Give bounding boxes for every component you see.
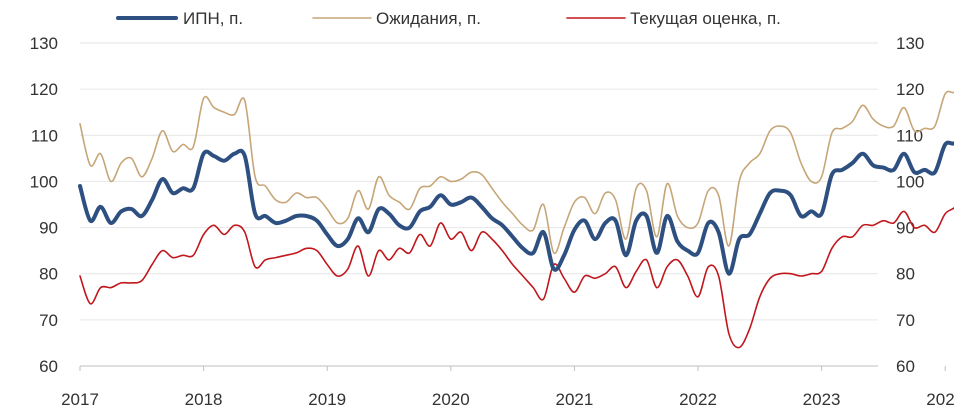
x-tick-label: 2021 xyxy=(555,390,593,409)
legend: ИПН, п. Ожидания, п. Текущая оценка, п. xyxy=(116,9,781,28)
gridlines xyxy=(80,42,878,321)
legend-item-current: Текущая оценка, п. xyxy=(566,9,781,28)
y-tick-label-left: 130 xyxy=(30,34,58,53)
y-tick-label-left: 120 xyxy=(30,80,58,99)
legend-label: Ожидания, п. xyxy=(376,9,481,28)
y-tick-label-left: 60 xyxy=(39,357,58,376)
y-tick-label-right: 60 xyxy=(896,357,915,376)
axes: 60 60 70 70 80 80 90 90 100 100 110 110 120 120 130 130… xyxy=(30,34,954,409)
y-tick-label-left: 90 xyxy=(39,219,58,238)
y-tick-label-left: 100 xyxy=(30,172,58,191)
x-tick-label: 2024 xyxy=(926,390,954,409)
x-tick-label: 2018 xyxy=(185,390,223,409)
y-tick-label-left: 70 xyxy=(39,311,58,330)
series-ipn-line xyxy=(78,140,954,276)
y-tick-label-right: 110 xyxy=(896,126,923,145)
x-tick-label: 2020 xyxy=(432,390,470,409)
legend-item-ipn: ИПН, п. xyxy=(116,9,243,28)
legend-label: Текущая оценка, п. xyxy=(630,9,781,28)
legend-item-expectations: Ожидания, п. xyxy=(312,9,481,28)
series-expectations-line xyxy=(79,90,954,255)
y-tick-label-right: 120 xyxy=(896,80,924,99)
y-tick-label-right: 130 xyxy=(896,34,924,53)
y-tick-label-right: 100 xyxy=(896,172,924,191)
legend-label: ИПН, п. xyxy=(183,9,243,28)
y-tick-label-right: 80 xyxy=(896,265,915,284)
y-tick-label-left: 110 xyxy=(31,126,58,145)
series-current-line xyxy=(79,207,954,349)
y-tick-label-right: 70 xyxy=(896,311,915,330)
series-lines xyxy=(78,90,954,349)
x-tick-label: 2022 xyxy=(679,390,717,409)
x-tick-label: 2019 xyxy=(308,390,346,409)
x-tick-label: 2017 xyxy=(61,390,99,409)
y-tick-label-left: 80 xyxy=(39,265,58,284)
y-tick-label-right: 90 xyxy=(896,219,915,238)
x-tick-label: 2023 xyxy=(803,390,841,409)
